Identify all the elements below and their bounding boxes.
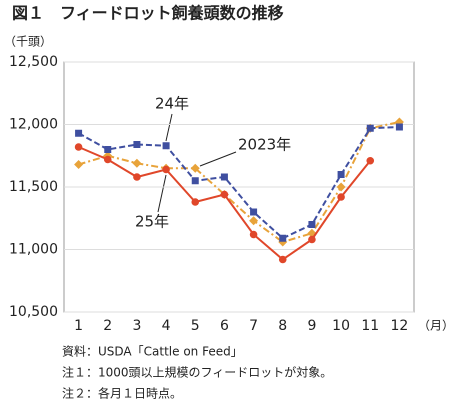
marker [278,255,287,264]
x-tick-label: 6 [220,318,229,334]
marker [366,156,375,165]
marker [132,158,142,168]
leader-line [157,174,167,213]
y-tick-label: 12,000 [9,117,58,133]
marker [337,171,345,178]
y-tick-label: 12,500 [9,54,58,70]
x-tick-label: 7 [249,318,258,334]
marker [162,165,170,174]
series-annotation: 25年 [135,213,169,231]
x-tick-label: 2 [103,318,112,334]
series-line [78,121,400,244]
chart-title: 図１ フィードロット飼養頭数の推移 [12,4,284,23]
marker [366,124,374,132]
series-annotation: 24年 [155,95,189,113]
x-tick-label: 1 [74,318,83,334]
x-tick-label: 8 [278,318,287,334]
marker [74,160,84,169]
marker [220,190,229,199]
marker [337,193,345,201]
marker [133,173,141,181]
marker [220,173,228,181]
x-tick-label: 9 [307,318,316,334]
x-tick-label: 11 [361,318,379,334]
note: 資料：USDA「Cattle on Feed」 [62,345,243,359]
y-tick-label: 11,000 [9,242,58,258]
marker [336,182,346,192]
x-tick-label: 3 [132,318,141,334]
marker [249,216,259,226]
x-tick-label: 4 [162,318,171,334]
series-line [78,126,400,240]
leader-line [165,113,173,142]
marker [191,177,199,185]
marker [191,198,200,206]
series-annotation: 2023年 [238,136,291,154]
marker [74,143,83,151]
marker [395,123,403,131]
note: 注１：1000頭以上規模のフィードロットが対象。 [62,365,332,380]
marker [190,163,200,173]
marker [162,142,170,150]
series-line [78,146,372,261]
x-unit: （月） [418,319,450,333]
marker [104,146,112,153]
note: 注２：各月１日時点。 [62,386,182,401]
y-tick-label: 11,500 [9,179,58,195]
marker [279,234,287,242]
y-tick-label: 10,500 [9,304,58,320]
y-unit: （千頭） [4,35,52,49]
x-tick-label: 10 [332,318,350,334]
marker [103,155,112,164]
marker [308,221,316,228]
x-tick-label: 5 [191,318,200,334]
x-tick-label: 12 [391,318,409,334]
marker [308,235,316,244]
marker [75,129,83,137]
marker [133,141,141,148]
marker [249,230,258,239]
leader-line [199,151,237,167]
marker [250,208,258,216]
